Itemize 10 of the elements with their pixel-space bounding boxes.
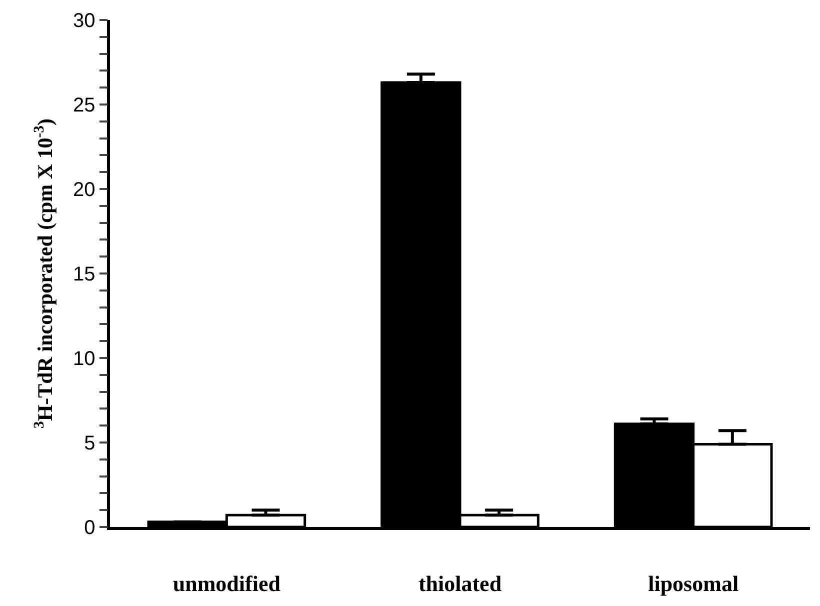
x-tick-label: thiolated — [418, 571, 502, 596]
y-tick-label: 15 — [73, 264, 96, 286]
x-tick-label: liposomal — [648, 571, 739, 596]
y-tick-label: 30 — [73, 10, 96, 32]
y-tick-label: 10 — [73, 348, 96, 370]
y-tick-label: 5 — [84, 432, 96, 454]
y-tick-label: 0 — [84, 517, 96, 539]
y-tick-label: 20 — [73, 179, 96, 201]
y-tick-label: 25 — [73, 94, 96, 116]
x-tick-label: unmodified — [172, 571, 280, 596]
